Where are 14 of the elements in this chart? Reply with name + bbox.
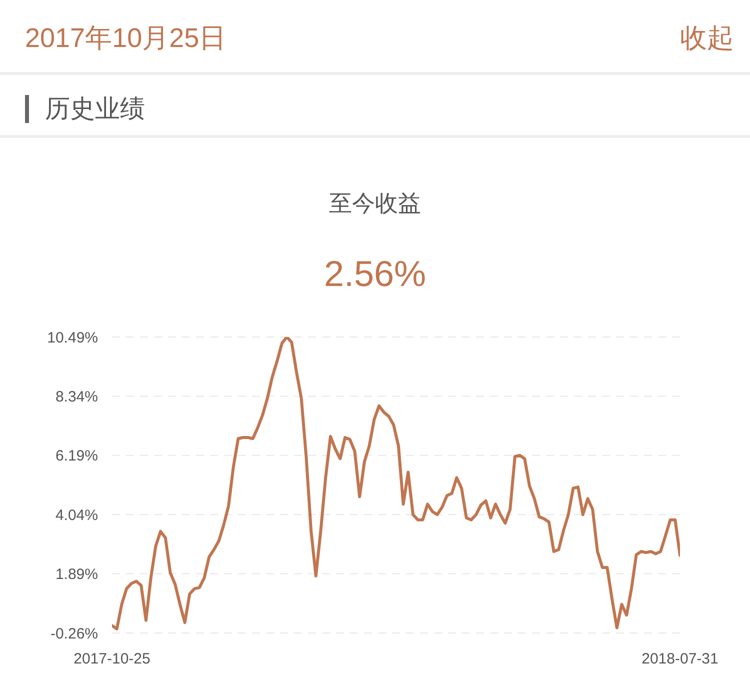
y-tick-label: 4.04% xyxy=(55,506,98,524)
chart-subtitle: 2.56% xyxy=(324,253,426,294)
text: 收起 xyxy=(680,23,734,53)
x-tick-label: 2018-07-31 xyxy=(642,650,718,668)
y-tick-label: 8.34% xyxy=(55,388,98,406)
chart-title: 至今收益 xyxy=(329,190,421,216)
text: 历史业绩 xyxy=(45,94,145,125)
x-tick-label: 2017-10-25 xyxy=(74,650,150,668)
y-tick-label: 6.19% xyxy=(55,448,98,465)
y-tick-label: 1.89% xyxy=(55,566,98,584)
text: 2017年10月25日 xyxy=(25,23,226,53)
y-tick-label: -0.26% xyxy=(50,625,98,642)
line-series xyxy=(112,337,680,630)
y-tick-label: 10.49% xyxy=(47,329,98,346)
